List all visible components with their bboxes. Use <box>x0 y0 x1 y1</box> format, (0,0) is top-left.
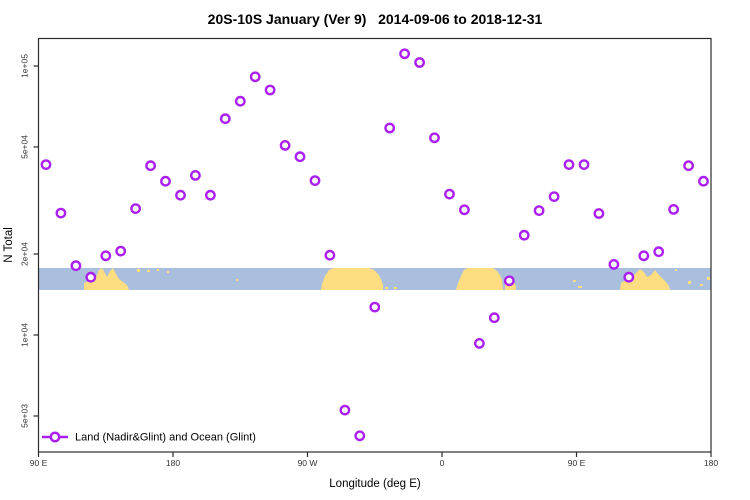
axes: 5e+03 1e+04 2e+04 5e+04 1e+05 90 E 180 90 W 0 90 … <box>20 37 718 468</box>
data-point <box>115 245 127 257</box>
x-axis-label: Longitude (deg E) <box>329 478 421 490</box>
x-tick-label: 0 <box>440 458 445 468</box>
data-point <box>219 113 231 125</box>
data-point <box>204 189 216 201</box>
island-patch <box>137 269 140 272</box>
island-patch <box>236 279 238 281</box>
data-point <box>593 208 605 219</box>
data-point <box>324 249 336 261</box>
land-patch-africa <box>456 268 503 290</box>
x-tick-label: 90 E <box>568 458 586 468</box>
y-tick-label: 1e+05 <box>20 54 30 78</box>
data-point <box>698 175 709 187</box>
y-tick-label: 1e+04 <box>20 323 30 347</box>
data-point <box>458 204 470 216</box>
data-point <box>100 250 112 262</box>
data-point <box>444 188 455 200</box>
data-point <box>623 271 635 283</box>
island-patch <box>157 269 159 271</box>
data-point <box>548 191 560 203</box>
data-point <box>339 404 351 416</box>
data-point <box>414 57 425 68</box>
data-point <box>175 189 186 201</box>
data-point <box>429 132 440 144</box>
x-tick-label: 180 <box>704 458 718 468</box>
data-point <box>369 301 381 313</box>
data-point <box>160 175 171 187</box>
data-point <box>249 71 261 83</box>
island-patch <box>700 284 703 286</box>
data-point <box>488 312 500 324</box>
data-point <box>578 159 590 171</box>
data-point <box>608 258 620 270</box>
data-point <box>399 48 410 60</box>
island-patch <box>675 269 677 271</box>
data-point <box>70 260 82 272</box>
legend-label: Land (Nadir&Glint) and Ocean (Glint) <box>75 432 256 444</box>
y-tick-label: 5e+03 <box>20 404 30 428</box>
island-patch <box>578 286 582 288</box>
data-point <box>189 169 201 181</box>
y-tick-label: 5e+04 <box>20 135 30 159</box>
island-patch <box>147 270 150 272</box>
data-point <box>130 203 142 215</box>
map-band <box>38 268 711 290</box>
island-patch <box>573 280 576 282</box>
data-point <box>384 122 396 134</box>
data-point <box>234 95 246 107</box>
data-point <box>55 207 67 219</box>
data-point <box>145 160 157 172</box>
island-patch <box>707 277 710 280</box>
plot-frame <box>37 37 712 453</box>
data-point <box>638 250 650 262</box>
island-patch <box>688 281 691 284</box>
land-patch-australia <box>620 269 670 290</box>
x-tick-label: 90 W <box>298 458 318 468</box>
land-patch-indonesia-n-australia <box>84 268 129 290</box>
data-point <box>653 246 665 258</box>
x-tick-label: 90 E <box>30 458 48 468</box>
data-points <box>40 48 709 442</box>
chart-title: 20S-10S January (Ver 9) 2014-09-06 to 20… <box>207 11 543 27</box>
data-point <box>294 151 306 163</box>
data-point <box>279 139 291 151</box>
data-point <box>518 229 530 241</box>
data-point <box>668 203 679 215</box>
x-tick-label: 180 <box>166 458 180 468</box>
data-point <box>473 337 485 349</box>
data-point <box>563 159 575 171</box>
data-point <box>503 275 515 287</box>
island-patch <box>167 271 169 273</box>
island-patch <box>385 287 388 289</box>
y-axis-label: N Total <box>3 227 15 263</box>
legend: Land (Nadir&Glint) and Ocean (Glint) <box>42 432 256 444</box>
data-point <box>683 160 694 172</box>
data-point <box>85 271 97 283</box>
data-point <box>40 159 52 171</box>
land-patch-south-america <box>321 268 383 290</box>
data-point <box>264 84 276 96</box>
island-patch <box>394 287 397 289</box>
y-tick-label: 2e+04 <box>20 242 30 266</box>
data-point <box>309 175 321 187</box>
data-point <box>354 430 366 442</box>
legend-marker-circle-icon <box>49 431 61 443</box>
data-point <box>533 205 545 217</box>
